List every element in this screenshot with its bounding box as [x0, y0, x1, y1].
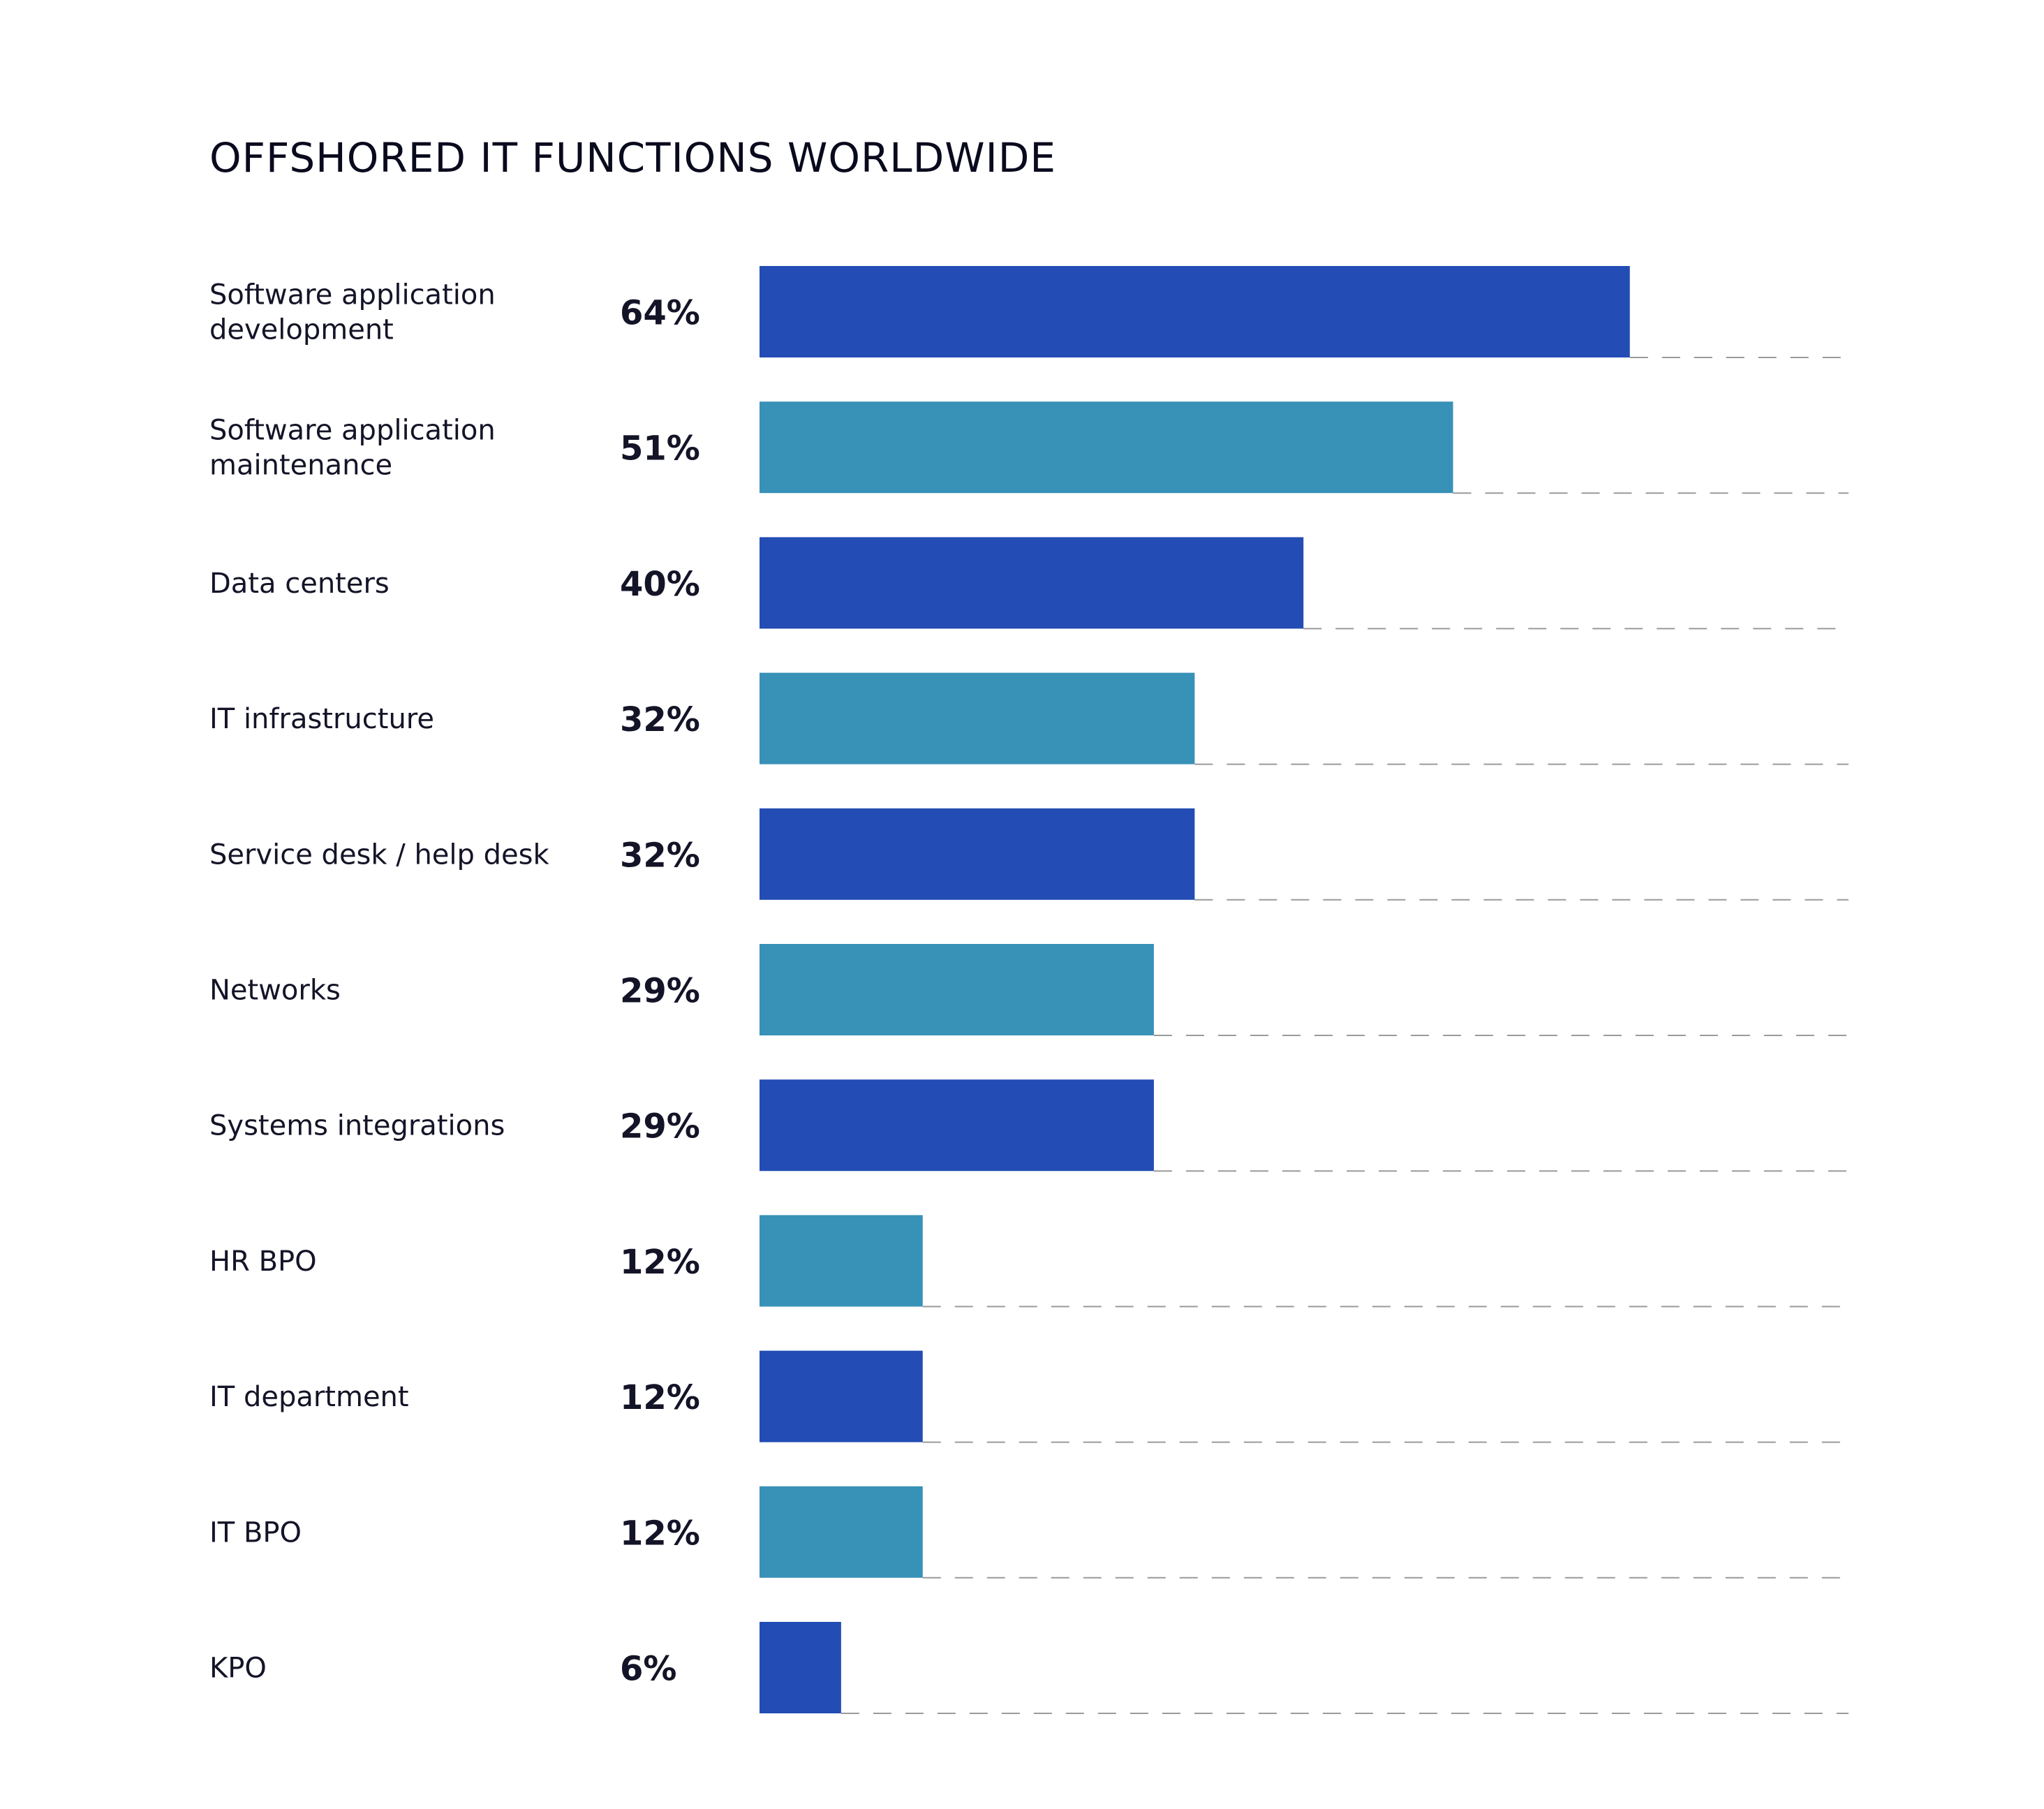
- value-label: 12%: [620, 1378, 700, 1417]
- bar-4: [760, 808, 1195, 900]
- category-label: IT infrastructure: [209, 703, 434, 735]
- bar-3: [760, 672, 1195, 765]
- bar-6: [760, 1079, 1154, 1172]
- bar-0: [760, 266, 1630, 357]
- value-label: 64%: [620, 294, 700, 333]
- bar-10: [760, 1622, 841, 1713]
- category-label: Networks: [209, 975, 341, 1007]
- value-label: 51%: [620, 429, 700, 468]
- category-label: Software application: [209, 415, 496, 447]
- value-label: 32%: [620, 836, 700, 875]
- value-label: 12%: [620, 1243, 700, 1282]
- bar-1: [760, 401, 1453, 494]
- category-label: maintenance: [209, 450, 392, 482]
- category-label: IT department: [209, 1381, 409, 1413]
- value-label: 40%: [620, 565, 700, 604]
- category-label: development: [209, 314, 394, 346]
- value-label: 32%: [620, 700, 700, 739]
- value-label: 29%: [620, 972, 700, 1011]
- category-label: Data centers: [209, 568, 390, 600]
- value-label: 12%: [620, 1514, 700, 1553]
- chart-title: OFFSHORED IT FUNCTIONS WORLDWIDE: [209, 134, 1057, 182]
- category-label: Systems integrations: [209, 1110, 505, 1142]
- bar-9: [760, 1486, 923, 1578]
- value-label: 6%: [620, 1650, 677, 1689]
- value-label: 29%: [620, 1107, 700, 1146]
- category-label: HR BPO: [209, 1246, 317, 1278]
- bar-8: [760, 1350, 923, 1442]
- category-label: Service desk / help desk: [209, 839, 549, 871]
- category-label: KPO: [209, 1653, 267, 1685]
- category-label: IT BPO: [209, 1516, 302, 1549]
- category-label: Software application: [209, 279, 496, 311]
- bar-2: [760, 537, 1304, 629]
- bar-5: [760, 944, 1154, 1035]
- bar-7: [760, 1215, 923, 1307]
